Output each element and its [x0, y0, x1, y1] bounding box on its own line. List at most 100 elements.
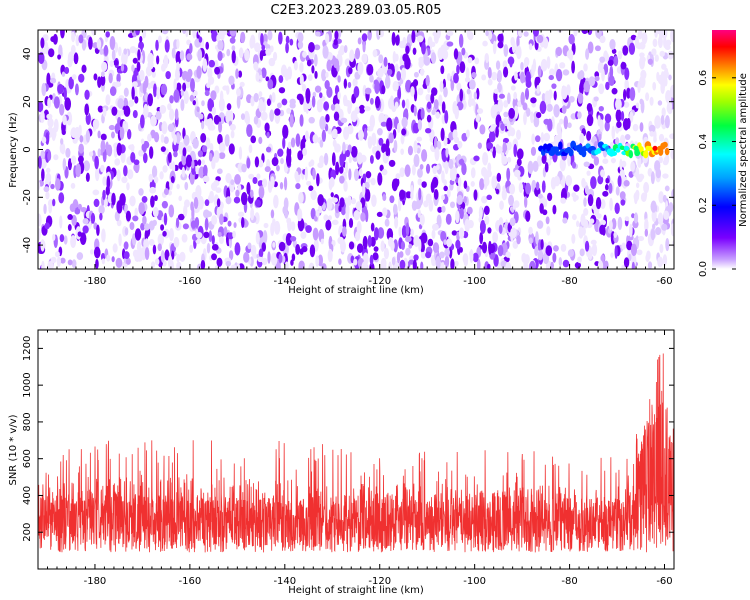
spectrogram-cell: [506, 141, 512, 151]
spectrogram-cell: [637, 81, 641, 94]
spectrogram-cell: [412, 122, 420, 134]
spectrogram-cell: [573, 184, 580, 192]
spectrogram-cell: [628, 253, 632, 262]
spectrogram-cell: [192, 137, 199, 149]
spectrogram-cell: [141, 246, 147, 261]
spectrogram-cell: [562, 217, 568, 224]
spectrogram-cell: [420, 107, 425, 120]
spectrogram-x-tick-label: -100: [463, 276, 486, 287]
spectrogram-cell: [372, 252, 379, 261]
spectrogram-cell: [514, 71, 518, 81]
spectrogram-cell: [459, 247, 463, 253]
spectrogram-cell: [440, 127, 445, 142]
spectrogram-cell: [492, 40, 497, 55]
spectrogram-cell: [147, 82, 151, 90]
spectrogram-cell: [655, 227, 662, 236]
spectrogram-cell: [325, 113, 330, 123]
spectrogram-cell: [132, 57, 138, 64]
spectrogram-cell: [74, 207, 81, 215]
spectrogram-cell: [555, 68, 563, 82]
spectrogram-cell: [553, 90, 557, 101]
spectrogram-cell: [471, 71, 477, 79]
spectrogram-cell: [586, 130, 592, 141]
spectrogram-cell: [430, 92, 435, 104]
spectrogram-cell: [650, 171, 655, 185]
spectrogram-cell: [284, 68, 290, 81]
spectrogram-cell: [343, 78, 348, 89]
spectrogram-cell: [652, 81, 657, 91]
spectrogram-cell: [156, 55, 160, 65]
spectrogram-cell: [523, 31, 529, 37]
spectrogram-cell: [513, 169, 521, 178]
spectrogram-cell: [491, 71, 498, 81]
spectrogram-cell: [378, 137, 384, 146]
spectrogram-cell: [254, 42, 261, 53]
spectrogram-cell: [383, 56, 388, 68]
spectrogram-cell: [96, 224, 100, 236]
spectrogram-cell: [226, 103, 232, 111]
spectrogram-cell: [393, 139, 398, 153]
spectrogram-cell: [595, 196, 602, 210]
spectrogram-cell: [361, 33, 368, 42]
spectrogram-cell: [103, 44, 109, 56]
spectrogram-cell: [229, 123, 236, 131]
spectrogram-cell: [47, 199, 54, 208]
spectrogram-cell: [267, 30, 273, 41]
spectrogram-cell: [112, 243, 118, 253]
spectrogram-cell: [464, 76, 471, 83]
spectrogram-cell: [129, 221, 135, 230]
spectrogram-cell: [475, 114, 480, 123]
spectrogram-cell: [125, 257, 131, 265]
spectrogram-cell: [434, 147, 440, 161]
spectrogram-cell: [466, 30, 471, 39]
spectrogram-cell: [465, 67, 470, 80]
spectrogram-cell: [643, 181, 650, 194]
spectrogram-cell: [405, 247, 411, 256]
spectrogram-cell: [553, 245, 559, 252]
spectrogram-cell: [147, 93, 154, 107]
spectrogram-cell: [313, 44, 321, 51]
spectrogram-cell: [632, 237, 639, 246]
spectrogram-cell: [134, 228, 142, 241]
spectrogram-cell: [56, 256, 62, 267]
spectrogram-cell: [583, 219, 589, 229]
spectrogram-cell: [430, 52, 437, 64]
spectrogram-cell: [571, 60, 576, 74]
spectrogram-cell: [266, 131, 270, 139]
spectrogram-cell: [167, 255, 173, 269]
spectrogram-cell: [416, 136, 423, 142]
spectrogram-cell: [503, 66, 509, 78]
spectrogram-cell: [124, 227, 129, 236]
spectrogram-cell: [132, 249, 139, 258]
spectrogram-cell: [507, 156, 512, 163]
spectrogram-cell: [596, 213, 602, 219]
spectrogram-cell: [583, 208, 589, 216]
spectrogram-cell: [601, 68, 605, 82]
spectrogram-cell: [48, 48, 55, 58]
spectrogram-cell: [446, 73, 451, 81]
colorbar-tick-label: 0.2: [698, 197, 709, 213]
spectrogram-cell: [94, 246, 101, 259]
spectrogram-cell: [339, 153, 345, 167]
spectrogram-cell: [562, 69, 570, 76]
spectrogram-cell: [436, 214, 442, 226]
spectrogram-cell: [487, 67, 492, 79]
spectrogram-cell: [355, 231, 361, 242]
spectrogram-cell: [269, 109, 275, 122]
spectrogram-cell: [440, 230, 447, 242]
spectrogram-cell: [662, 194, 667, 203]
spectrogram-cell: [157, 243, 162, 252]
spectrogram-cell: [568, 34, 575, 45]
spectrogram-cell: [349, 49, 355, 63]
spectrogram-cell: [193, 90, 198, 97]
spectrogram-cell: [202, 58, 208, 72]
spectrogram-cell: [417, 168, 423, 178]
spectrogram-cell: [516, 234, 521, 245]
spectrogram-cell: [457, 140, 463, 149]
spectrogram-cell: [571, 161, 577, 169]
spectrogram-cell: [512, 240, 519, 249]
spectrogram-cell: [314, 70, 318, 79]
spectrogram-cell: [184, 181, 189, 191]
spectrogram-cell: [144, 247, 150, 260]
spectrogram-cell: [290, 137, 296, 148]
